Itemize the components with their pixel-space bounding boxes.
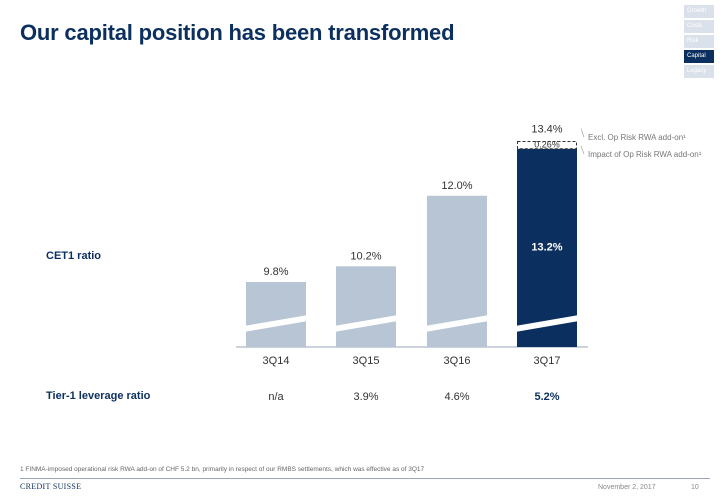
leverage-value-3q17: 5.2%	[534, 391, 560, 403]
x-tick-3q17: 3Q17	[534, 355, 561, 367]
footnote: 1 FINMA-imposed operational risk RWA add…	[20, 466, 425, 473]
add-on-box-3q17	[517, 140, 577, 150]
bar-3q15	[336, 266, 396, 347]
data-label-3q17: 13.2%	[531, 242, 562, 254]
tier1-leverage-label: Tier-1 leverage ratio	[46, 390, 151, 402]
leverage-value-3q14: n/a	[268, 391, 284, 403]
section-nav: Growth Costs Risk Capital Legacy	[684, 5, 714, 80]
nav-item-costs[interactable]: Costs	[684, 20, 714, 33]
nav-item-capital[interactable]: Capital	[684, 50, 714, 63]
total-label-3q17: 13.4%	[531, 123, 562, 135]
legend-connector-impact	[580, 145, 585, 155]
leverage-value-3q16: 4.6%	[444, 391, 470, 403]
x-tick-3q14: 3Q14	[263, 355, 290, 367]
data-label-3q15: 10.2%	[350, 250, 381, 262]
x-tick-3q16: 3Q16	[444, 355, 471, 367]
nav-item-risk[interactable]: Risk	[684, 35, 714, 48]
legend-excl-add-on: Excl. Op Risk RWA add-on¹	[588, 133, 686, 142]
x-tick-3q15: 3Q15	[353, 355, 380, 367]
axis-break-3q16	[425, 315, 489, 332]
data-label-3q16: 12.0%	[441, 180, 472, 192]
cet1-ratio-label: CET1 ratio	[46, 250, 102, 262]
footer-date: November 2, 2017	[598, 484, 656, 491]
data-label-3q14: 9.8%	[263, 266, 288, 278]
legend-impact-add-on: Impact of Op Risk RWA add-on¹	[588, 150, 702, 159]
leverage-value-3q15: 3.9%	[353, 391, 379, 403]
legend-connector-excl	[580, 128, 585, 138]
nav-item-growth[interactable]: Growth	[684, 5, 714, 18]
bar-3q14	[246, 282, 306, 347]
nav-item-legacy[interactable]: Legacy	[684, 65, 714, 78]
credit-suisse-logo: CREDIT SUISSE	[20, 482, 82, 491]
axis-break-3q15	[334, 315, 398, 332]
page-number: 10	[691, 484, 699, 491]
bar-3q17	[517, 148, 577, 347]
add-on-label-3q17: 0.26%	[534, 140, 560, 150]
page-title: Our capital position has been transforme…	[20, 20, 455, 45]
axis-break-3q17	[515, 315, 579, 332]
footer-divider	[20, 478, 710, 479]
axis-break-3q14	[244, 315, 308, 332]
